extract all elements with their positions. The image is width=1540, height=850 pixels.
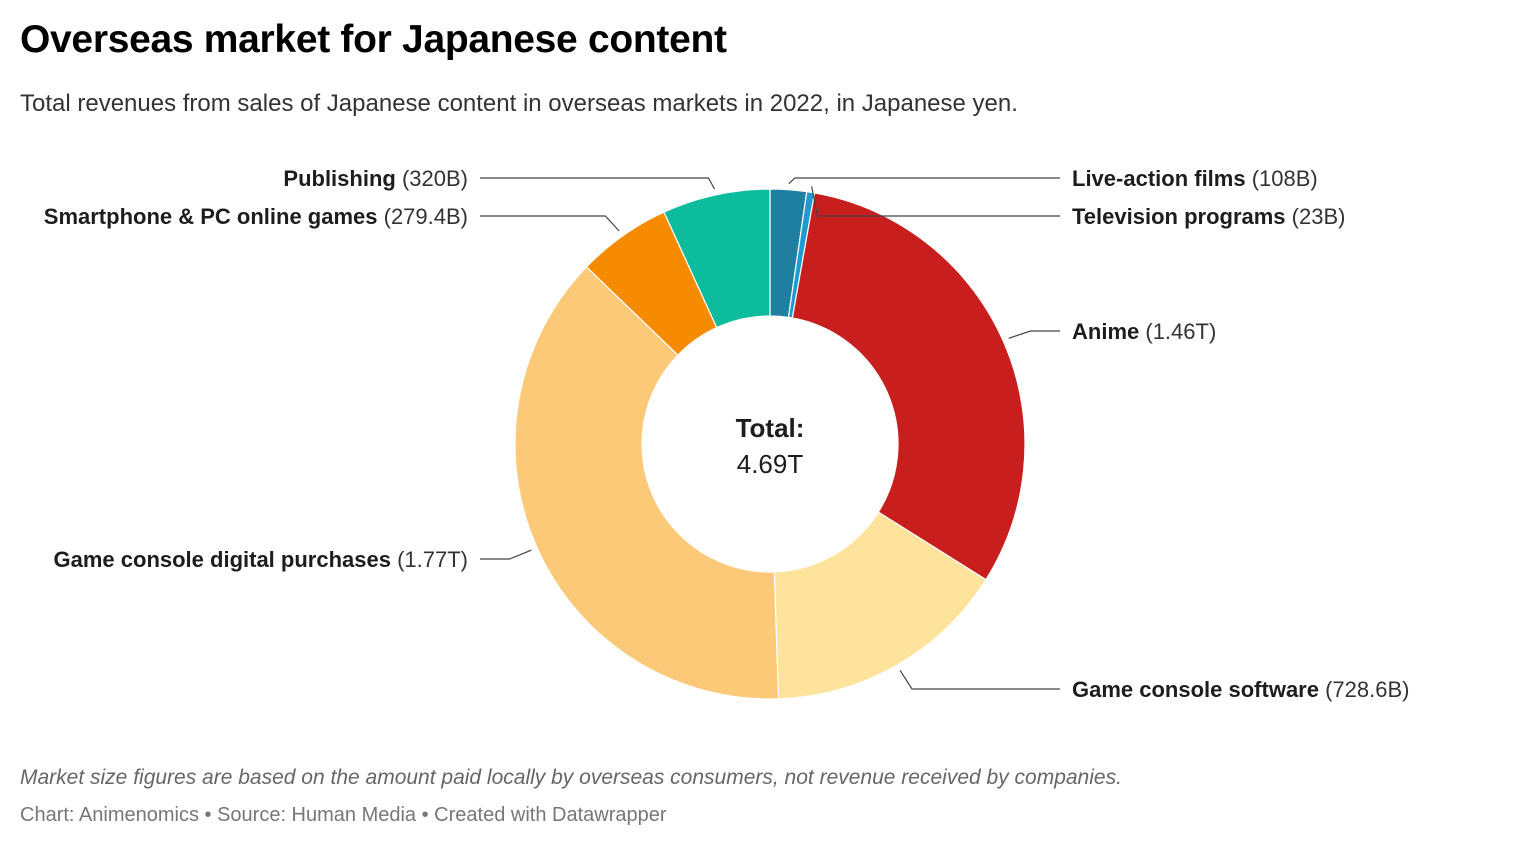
- credit-line: Chart: Animenomics • Source: Human Media…: [20, 804, 667, 826]
- label-value-game-console-digital-purchases: (1.77T): [391, 547, 468, 572]
- center-total-value: 4.69T: [737, 449, 804, 479]
- label-value-publishing: (320B): [396, 166, 468, 191]
- leader-line-game-console-digital-purchases: [480, 549, 532, 560]
- label-television-programs: Television programs (23B): [1072, 204, 1345, 229]
- label-smartphone-pc-online-games: Smartphone & PC online games (279.4B): [44, 204, 468, 229]
- label-name-smartphone-pc-online-games: Smartphone & PC online games: [44, 204, 378, 229]
- leader-line-publishing: [480, 177, 715, 190]
- chart-title: Overseas market for Japanese content: [20, 18, 727, 61]
- label-game-console-software: Game console software (728.6B): [1072, 677, 1409, 702]
- label-publishing: Publishing (320B): [283, 166, 468, 191]
- label-value-television-programs: (23B): [1286, 204, 1346, 229]
- label-value-game-console-software: (728.6B): [1319, 677, 1410, 702]
- leader-line-smartphone-pc-online-games: [480, 215, 620, 232]
- slice-game-console-software: [773, 511, 987, 700]
- leader-line-live-action-films: [788, 177, 1060, 185]
- slice-publishing: [663, 188, 771, 329]
- label-value-anime: (1.46T): [1139, 319, 1216, 344]
- label-name-television-programs: Television programs: [1072, 204, 1286, 229]
- label-name-game-console-software: Game console software: [1072, 677, 1319, 702]
- footnote: Market size figures are based on the amo…: [20, 766, 1122, 789]
- label-name-game-console-digital-purchases: Game console digital purchases: [54, 547, 391, 572]
- label-value-smartphone-pc-online-games: (279.4B): [378, 204, 469, 229]
- label-name-anime: Anime: [1072, 319, 1139, 344]
- label-live-action-films: Live-action films (108B): [1072, 166, 1318, 191]
- leader-line-anime: [1008, 330, 1060, 339]
- label-game-console-digital-purchases: Game console digital purchases (1.77T): [54, 547, 468, 572]
- slice-anime: [791, 192, 1026, 581]
- center-total-title: Total:: [736, 413, 805, 443]
- label-anime: Anime (1.46T): [1072, 319, 1216, 344]
- leader-line-game-console-software: [899, 669, 1060, 690]
- label-value-live-action-films: (108B): [1246, 166, 1318, 191]
- leader-line-television-programs: [811, 186, 1060, 217]
- leader-lines: [480, 177, 1060, 690]
- slice-game-console-digital-purchases: [514, 266, 780, 700]
- donut-slices: [514, 188, 1026, 700]
- label-name-publishing: Publishing: [283, 166, 395, 191]
- slice-labels: Live-action films (108B) Television progr…: [44, 166, 1410, 702]
- chart-subtitle: Total revenues from sales of Japanese co…: [20, 90, 1018, 117]
- label-name-live-action-films: Live-action films: [1072, 166, 1246, 191]
